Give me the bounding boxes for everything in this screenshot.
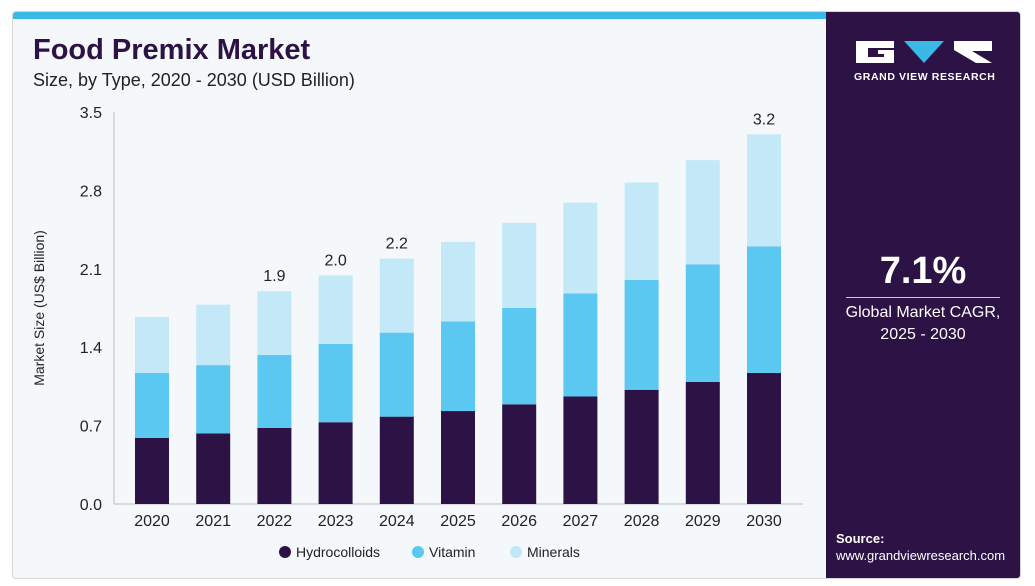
x-tick-label: 2027 (563, 513, 599, 530)
y-tick-label: 3.5 (80, 105, 102, 122)
y-tick-label: 2.1 (80, 262, 102, 279)
legend-label: Minerals (527, 544, 580, 560)
bar-vitamin-2023 (318, 343, 353, 423)
bar-chart: 0.0 0.7 1.4 2.1 2.8 3.5 Market Size (US$ Billi… (31, 105, 803, 560)
legend-marker-vitamin (412, 546, 424, 558)
bar-vitamin-2026 (502, 308, 537, 405)
bar-minerals-2030 (747, 134, 781, 247)
x-tick-label: 2020 (134, 513, 170, 530)
x-tick-label: 2022 (257, 513, 293, 530)
bar-vitamin-2025 (441, 321, 475, 412)
cagr-value: 7.1% (879, 250, 967, 292)
bar-vitamin-2030 (747, 246, 781, 373)
y-axis-label: Market Size (US$ Billion) (31, 230, 47, 386)
x-tick-label: 2029 (685, 513, 721, 530)
bar-hydrocolloids-2020 (135, 437, 169, 504)
x-tick-label: 2028 (624, 513, 660, 530)
bar-hydrocolloids-2027 (563, 396, 598, 504)
bar-minerals-2029 (685, 160, 720, 265)
bar-hydrocolloids-2024 (379, 416, 414, 504)
bar-hydrocolloids-2023 (318, 422, 353, 504)
bar-hydrocolloids-2026 (502, 404, 537, 504)
x-tick-label: 2030 (746, 513, 782, 530)
bar-hydrocolloids-2022 (257, 427, 292, 504)
bar-hydrocolloids-2021 (196, 433, 231, 504)
data-label: 3.2 (753, 111, 775, 128)
brand-name: GRAND VIEW RESEARCH (854, 71, 996, 83)
chart-title: Food Premix Market (33, 34, 311, 66)
cagr-label: Global Market CAGR, 2025 - 2030 (826, 302, 1020, 346)
bar-vitamin-2021 (196, 365, 231, 434)
source-url[interactable]: www.grandviewresearch.com (836, 548, 1006, 563)
bar-hydrocolloids-2030 (747, 372, 781, 504)
data-label: 2.2 (386, 236, 408, 253)
y-tick-label: 1.4 (80, 340, 102, 357)
bar-minerals-2022 (257, 291, 292, 356)
chart-subtitle: Size, by Type, 2020 - 2030 (USD Billion) (33, 70, 355, 90)
gvr-logo-icon (856, 41, 992, 63)
bar-vitamin-2027 (563, 293, 598, 397)
bar-minerals-2026 (502, 222, 537, 308)
bar-minerals-2028 (624, 182, 659, 280)
bar-hydrocolloids-2025 (441, 411, 475, 504)
bar-minerals-2027 (563, 202, 598, 294)
divider (846, 297, 1000, 298)
data-label: 2.0 (324, 253, 346, 270)
x-tick-label: 2025 (440, 513, 476, 530)
bar-hydrocolloids-2028 (624, 389, 659, 504)
x-tick-label: 2021 (195, 513, 231, 530)
accent-bar (13, 12, 826, 19)
chart-card: Food Premix Market Size, by Type, 2020 -… (12, 11, 1021, 579)
source-label: Source: (836, 531, 885, 546)
bar-minerals-2025 (441, 241, 475, 322)
bar-hydrocolloids-2029 (685, 381, 720, 504)
y-tick-label: 0.7 (80, 419, 102, 436)
legend-label: Hydrocolloids (296, 544, 380, 560)
bar-vitamin-2020 (135, 372, 169, 438)
x-tick-label: 2024 (379, 513, 415, 530)
cagr-label-line1: Global Market CAGR, (845, 304, 1001, 321)
bar-vitamin-2029 (685, 264, 720, 382)
sidebar-panel: GRAND VIEW RESEARCH 7.1% Global Market C… (826, 12, 1020, 578)
legend-marker-hydrocolloids (279, 546, 291, 558)
data-label: 1.9 (263, 268, 285, 285)
x-tick-label: 2026 (501, 513, 537, 530)
cagr-label-line2: 2025 - 2030 (880, 326, 966, 343)
bar-minerals-2023 (318, 275, 353, 344)
bar-vitamin-2024 (379, 332, 414, 417)
bar-vitamin-2028 (624, 280, 659, 390)
x-tick-label: 2023 (318, 513, 354, 530)
y-tick-label: 2.8 (80, 183, 102, 200)
legend-marker-minerals (510, 546, 522, 558)
bar-minerals-2024 (379, 258, 414, 333)
bar-minerals-2021 (196, 304, 231, 366)
legend-label: Vitamin (429, 544, 475, 560)
bar-vitamin-2022 (257, 355, 292, 428)
y-tick-label: 0.0 (80, 497, 102, 514)
bar-minerals-2020 (135, 316, 169, 373)
